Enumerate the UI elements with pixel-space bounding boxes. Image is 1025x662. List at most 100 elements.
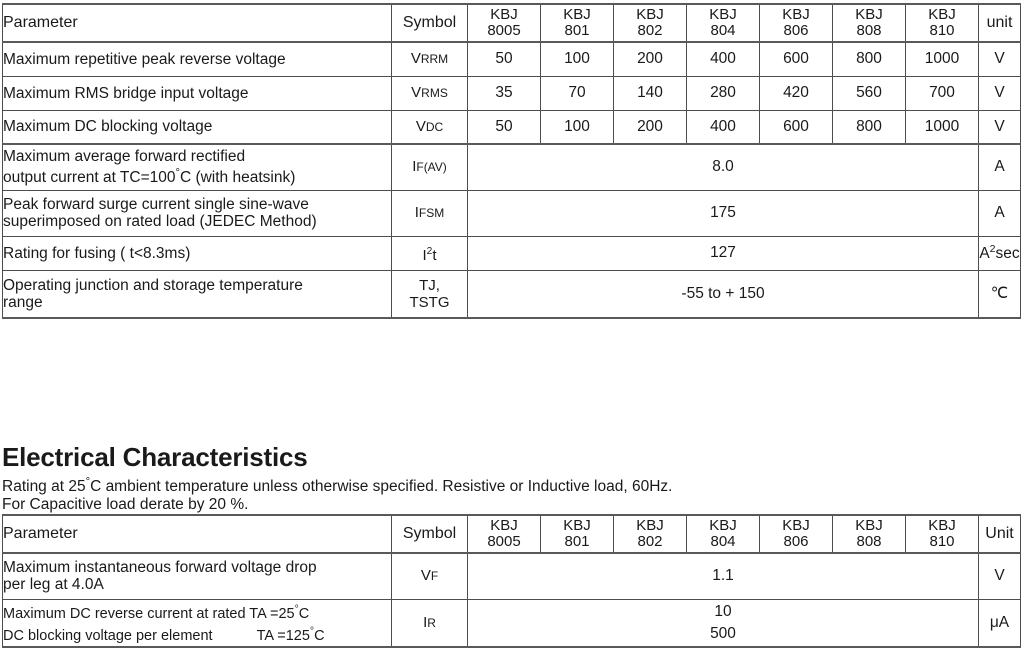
merged-value-line-1: 10 (714, 602, 732, 620)
part-number: 808 (856, 533, 882, 550)
column-header-part-kbj806: KBJ 806 (759, 514, 833, 554)
column-header-symbol: Symbol (391, 514, 468, 554)
symbol-subscript: FSM (418, 206, 445, 220)
note-line-1-b: C ambient temperature unless otherwise s… (90, 478, 673, 496)
note-line-1-a: Rating at 25 (2, 478, 86, 496)
part-prefix: KBJ (782, 517, 810, 534)
symbol-line-1: TJ, (419, 276, 440, 294)
symbol-main: V (411, 84, 422, 101)
value-cell: 280 (686, 75, 760, 111)
merged-value-cell: 127 (467, 235, 979, 271)
parameter-line-1: Maximum DC reverse current at rated TA =… (3, 601, 391, 623)
value-cell: 700 (905, 75, 979, 111)
column-header-part-kbj806: KBJ 806 (759, 3, 833, 43)
value-cell: 1000 (905, 109, 979, 145)
table-header-row: Parameter Symbol KBJ 8005 KBJ 801 KBJ 80… (2, 3, 1021, 43)
symbol-vf: VF (391, 552, 468, 600)
unit-main: A (979, 245, 990, 263)
symbol-main: I (423, 613, 428, 631)
column-header-part-kbj808: KBJ 808 (832, 514, 906, 554)
part-number: 8005 (487, 533, 521, 550)
table-row-ir: Maximum DC reverse current at rated TA =… (2, 598, 1021, 648)
unit-cell: V (978, 41, 1021, 77)
parameter-label: Maximum repetitive peak reverse voltage (2, 41, 392, 77)
value-cell: 800 (832, 41, 906, 77)
table-row-vf: Maximum instantaneous forward voltage dr… (2, 552, 1021, 600)
part-number: 810 (929, 22, 955, 39)
symbol-main: I (422, 246, 427, 264)
part-number: 801 (564, 533, 590, 550)
value-cell: 50 (467, 41, 541, 77)
part-number: 806 (783, 22, 809, 39)
parameter-line-1: Operating junction and storage temperatu… (3, 276, 303, 294)
part-number: 806 (783, 533, 809, 550)
column-header-unit: unit (978, 3, 1021, 43)
electrical-characteristics-table: Parameter Symbol KBJ 8005 KBJ 801 KBJ 80… (2, 514, 1021, 648)
part-prefix: KBJ (855, 517, 883, 534)
parameter-line-2-c: C (314, 627, 325, 644)
merged-value-cell: 175 (467, 189, 979, 237)
parameter-line-1: Peak forward surge current single sine-w… (3, 196, 309, 213)
table-row-i2t: Rating for fusing ( t<8.3ms) I2t 127 A2s… (2, 235, 1021, 271)
part-number: 8005 (487, 22, 521, 39)
parameter-line-2: DC blocking voltage per element TA =125°C (3, 623, 391, 645)
symbol-main: I (414, 204, 419, 221)
value-cell: 50 (467, 109, 541, 145)
column-header-part-kbj810: KBJ 810 (905, 514, 979, 554)
value-cell: 100 (540, 109, 614, 145)
symbol-main: V (420, 567, 431, 585)
value-cell: 800 (832, 109, 906, 145)
parameter-label: Maximum RMS bridge input voltage (2, 75, 392, 111)
unit-tail: sec (995, 245, 1020, 263)
value-cell: 35 (467, 75, 541, 111)
part-prefix: KBJ (709, 6, 737, 23)
unit-cell: A (978, 143, 1021, 191)
symbol-vrrm: VRRM (391, 41, 468, 77)
symbol-ifsm: IFSM (391, 189, 468, 237)
part-prefix: KBJ (782, 6, 810, 23)
part-prefix: KBJ (709, 517, 737, 534)
parameter-line-2: range (3, 293, 43, 311)
symbol-exponent: 2 (426, 245, 433, 257)
value-cell: 400 (686, 109, 760, 145)
column-header-parameter: Parameter (2, 514, 392, 554)
unit-cell: V (978, 109, 1021, 145)
column-header-part-kbj801: KBJ 801 (540, 514, 614, 554)
parameter-line-2-a: output current at TC=100 (3, 169, 176, 187)
part-number: 802 (637, 533, 663, 550)
column-header-part-kbj802: KBJ 802 (613, 514, 687, 554)
parameter-line-2-b: C (with heatsink) (179, 169, 296, 187)
value-cell: 200 (613, 109, 687, 145)
degree-symbol: ° (309, 625, 315, 637)
symbol-ir: IR (391, 598, 468, 648)
symbol-subscript: F(AV) (416, 160, 447, 175)
degree-symbol: ° (175, 167, 180, 180)
symbol-line-2: TSTG (409, 293, 450, 311)
part-prefix: KBJ (490, 6, 518, 23)
symbol-tail: t (432, 246, 437, 264)
degree-symbol: ° (85, 476, 91, 488)
parameter-label: Operating junction and storage temperatu… (2, 269, 392, 319)
value-cell: 140 (613, 75, 687, 111)
unit-cell: V (978, 75, 1021, 111)
unit-exponent: 2 (989, 242, 996, 255)
parameter-line-2: superimposed on rated load (JEDEC Method… (3, 213, 317, 230)
part-number: 804 (710, 22, 736, 39)
column-header-part-kbj8005: KBJ 8005 (467, 514, 541, 554)
value-cell: 600 (759, 41, 833, 77)
value-cell: 70 (540, 75, 614, 111)
column-header-part-kbj804: KBJ 804 (686, 3, 760, 43)
parameter-label: Maximum DC reverse current at rated TA =… (2, 598, 392, 648)
table-row-ifav: Maximum average forward rectified output… (2, 143, 1021, 191)
column-header-part-kbj801: KBJ 801 (540, 3, 614, 43)
parameter-line-1-b: C (298, 605, 310, 622)
parameter-label: Maximum instantaneous forward voltage dr… (2, 552, 392, 600)
merged-value-cell: 10 500 (467, 598, 979, 648)
table-row-tj-tstg: Operating junction and storage temperatu… (2, 269, 1021, 319)
section-note: Rating at 25°C ambient temperature unles… (2, 473, 902, 514)
note-line-2: For Capacitive load derate by 20 %. (2, 496, 249, 514)
part-number: 804 (710, 533, 736, 550)
column-header-part-kbj804: KBJ 804 (686, 514, 760, 554)
symbol-vrms: VRMS (391, 75, 468, 111)
part-prefix: KBJ (563, 517, 591, 534)
